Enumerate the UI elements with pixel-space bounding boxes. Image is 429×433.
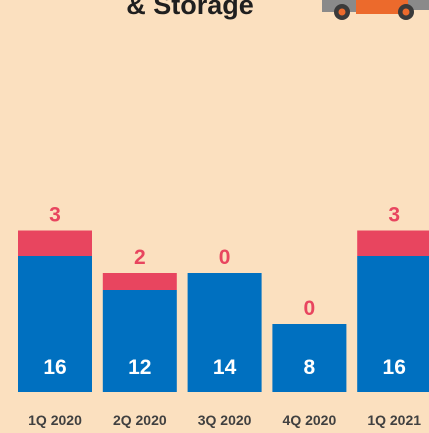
- value-label: 16: [383, 356, 406, 379]
- bar-segment: [102, 273, 177, 290]
- value-label: 12: [128, 356, 151, 379]
- bar-segment: [357, 256, 429, 392]
- bar-segment: [357, 230, 429, 256]
- x-tick-label: 1Q 2021: [367, 412, 421, 428]
- chart-title: & Storage: [126, 0, 254, 20]
- bar-segment: [18, 256, 92, 392]
- value-label: 16: [43, 356, 66, 379]
- value-label: 8: [304, 356, 316, 379]
- truck-icon: [322, 0, 429, 20]
- bar-segment: [187, 273, 262, 392]
- value-label: 3: [49, 204, 61, 227]
- x-tick-label: 4Q 2020: [283, 412, 337, 428]
- bar-segment: [102, 290, 177, 392]
- bar-segment: [272, 324, 347, 392]
- value-label: 0: [219, 246, 231, 269]
- value-label: 0: [304, 297, 316, 320]
- value-label: 3: [388, 204, 400, 227]
- value-label: 14: [213, 356, 237, 379]
- bar-segment: [18, 230, 92, 256]
- x-tick-label: 1Q 2020: [28, 412, 82, 428]
- x-tick-label: 2Q 2020: [113, 412, 167, 428]
- x-tick-label: 3Q 2020: [198, 412, 252, 428]
- value-label: 2: [134, 246, 146, 269]
